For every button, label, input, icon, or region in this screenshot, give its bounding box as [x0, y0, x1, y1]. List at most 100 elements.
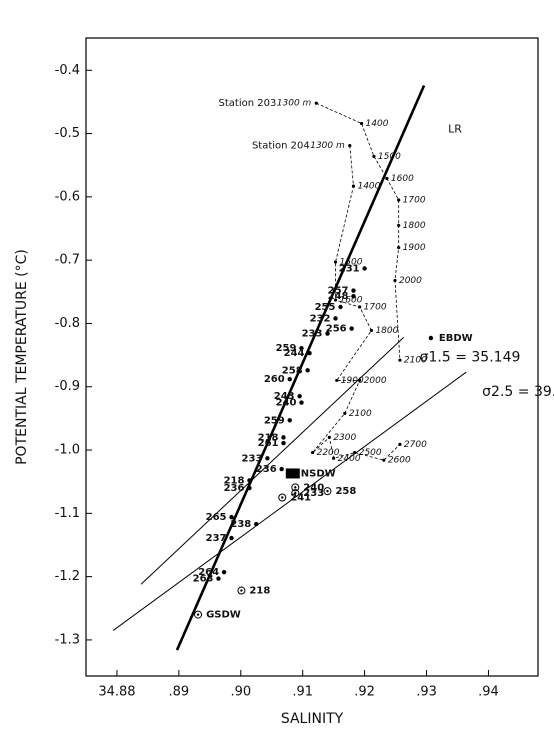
- y-tick-label: -0.5: [55, 126, 80, 141]
- station-point: [348, 143, 352, 148]
- line-label: LR: [448, 122, 462, 135]
- point: [237, 586, 246, 595]
- station-point: [351, 184, 356, 188]
- y-tick-label: -0.4: [55, 63, 80, 78]
- point-label: 260: [264, 374, 285, 385]
- depth-label: 1400: [366, 119, 389, 129]
- depth-label: 1500: [340, 258, 363, 268]
- station-point: [332, 456, 336, 460]
- depth-label: 2100: [349, 409, 372, 419]
- point-label: 240: [303, 482, 324, 493]
- station-point: [393, 278, 397, 283]
- station-point: [311, 450, 315, 455]
- point-label: 248: [328, 291, 349, 302]
- point: [333, 316, 338, 321]
- point: [278, 493, 287, 502]
- depth-label: 1800: [375, 326, 398, 336]
- point-label: 255: [315, 302, 336, 313]
- depth-label: 1600: [340, 296, 363, 306]
- station-point: [397, 198, 401, 202]
- y-tick-label: -0.7: [55, 253, 80, 268]
- depth-label: 1600: [391, 174, 414, 184]
- point: [338, 304, 343, 310]
- point: [299, 345, 304, 351]
- point-label: 257: [328, 286, 349, 297]
- station-point: [333, 298, 338, 302]
- depth-label: 1300 m: [310, 141, 345, 151]
- y-tick-label: -1.1: [55, 506, 80, 521]
- point: [291, 483, 300, 492]
- point-label: 233: [302, 329, 323, 340]
- point: [287, 418, 292, 423]
- point-label: 238: [230, 519, 251, 530]
- point: [216, 576, 221, 581]
- x-tick-label: .92: [354, 685, 375, 700]
- point: [281, 440, 286, 446]
- station-point: [369, 328, 374, 333]
- station-point: [397, 245, 401, 250]
- x-tick-label: .89: [169, 685, 190, 700]
- depth-label: 2700: [404, 440, 427, 450]
- plot-frame: [85, 37, 539, 677]
- x-tick-label: .94: [478, 685, 499, 700]
- station-profile: [316, 102, 401, 361]
- point-label: 259: [264, 415, 285, 426]
- point: [428, 335, 434, 341]
- station-point: [359, 121, 364, 126]
- point-label: 231: [339, 263, 360, 274]
- station-point: [358, 305, 362, 309]
- point: [281, 435, 286, 440]
- point: [362, 266, 367, 271]
- point: [194, 610, 203, 619]
- point-label: 232: [310, 313, 331, 324]
- depth-label: 2000: [364, 376, 387, 386]
- point: [247, 478, 252, 483]
- point-label: 218: [249, 586, 270, 597]
- x-tick-label: 34.88: [98, 685, 135, 700]
- x-tick-label: .91: [292, 685, 313, 700]
- depth-label: 1800: [403, 221, 426, 231]
- point: [299, 400, 304, 405]
- point: [279, 466, 284, 472]
- point-label: 244: [284, 348, 305, 359]
- point: [307, 351, 312, 356]
- point: [291, 489, 300, 498]
- point-center: [281, 496, 284, 499]
- station-point: [385, 176, 389, 181]
- depth-label: 1700: [403, 196, 426, 206]
- station-point: [398, 442, 402, 446]
- point-center: [326, 489, 329, 493]
- station-point: [382, 458, 386, 462]
- point-label: 258: [335, 486, 356, 497]
- y-tick-label: -1.3: [55, 632, 80, 647]
- point: [285, 468, 300, 479]
- reference-line: [175, 84, 426, 651]
- point-label: 259: [276, 343, 297, 354]
- depth-label: 2600: [388, 456, 411, 466]
- point: [297, 394, 302, 399]
- point: [229, 535, 234, 541]
- point-label: 256: [326, 324, 347, 335]
- point: [349, 326, 354, 331]
- point-label: GSDW: [206, 610, 241, 621]
- point-center: [196, 613, 200, 616]
- point-center: [240, 589, 243, 592]
- station-point: [398, 358, 402, 362]
- point-label: 233: [242, 453, 263, 464]
- point-label: 240: [276, 398, 297, 409]
- point-label: 241: [290, 493, 311, 504]
- station-point: [335, 378, 339, 383]
- point: [325, 331, 330, 336]
- point: [254, 521, 259, 527]
- point: [351, 288, 356, 293]
- y-tick-label: -0.9: [55, 379, 80, 394]
- depth-label: 1700: [364, 302, 387, 312]
- x-tick-label: .93: [416, 685, 437, 700]
- point-label: 243: [274, 391, 295, 402]
- station-point: [353, 450, 357, 455]
- depth-label: 2300: [333, 433, 356, 443]
- point-label: 261: [258, 438, 279, 449]
- station-label: Station 203: [219, 98, 277, 109]
- point-label: 265: [206, 512, 227, 523]
